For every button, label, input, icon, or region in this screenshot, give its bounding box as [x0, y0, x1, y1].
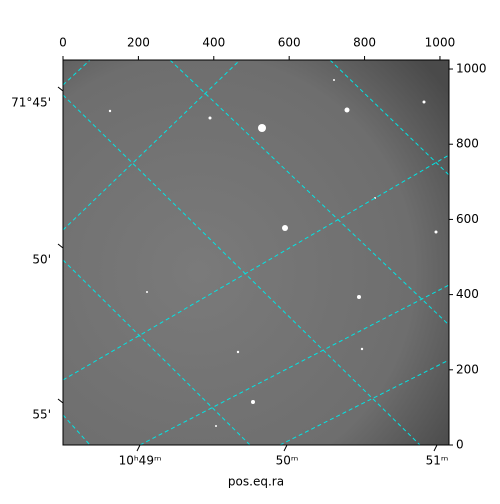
- axes-frame: [62, 59, 450, 446]
- x-tick-label: 0: [59, 36, 67, 50]
- ra-tick: [136, 444, 141, 452]
- dec-tick: [57, 398, 64, 404]
- y-tick-label: 1000: [456, 62, 487, 76]
- ra-tick: [433, 444, 438, 452]
- y-tick-label: 200: [456, 362, 479, 376]
- sky-image: [63, 60, 449, 445]
- ra-label: 10ʰ49ᵐ: [119, 454, 162, 468]
- x-tick-label: 1000: [425, 36, 456, 50]
- dec-label: 50': [32, 253, 51, 267]
- coordinate-grid: [62, 59, 450, 446]
- ra-label: 50ᵐ: [276, 454, 299, 468]
- ra-tick: [283, 444, 288, 452]
- y-tick-label: 400: [456, 287, 479, 301]
- dec-label: 55': [32, 408, 51, 422]
- x-tick-label: 200: [127, 36, 150, 50]
- ra-label: 51ᵐ: [426, 454, 449, 468]
- stars: [108, 79, 438, 427]
- y-tick-label: 0: [456, 438, 464, 452]
- x-tick-label: 400: [202, 36, 225, 50]
- x-axis-label: pos.eq.ra: [228, 475, 284, 489]
- x-tick-label: 600: [278, 36, 301, 50]
- x-tick-label: 800: [353, 36, 376, 50]
- dec-tick: [57, 243, 64, 249]
- y-tick-label: 600: [456, 212, 479, 226]
- dec-label: 71°45': [11, 96, 51, 110]
- dec-tick: [57, 86, 64, 92]
- y-tick-label: 800: [456, 137, 479, 151]
